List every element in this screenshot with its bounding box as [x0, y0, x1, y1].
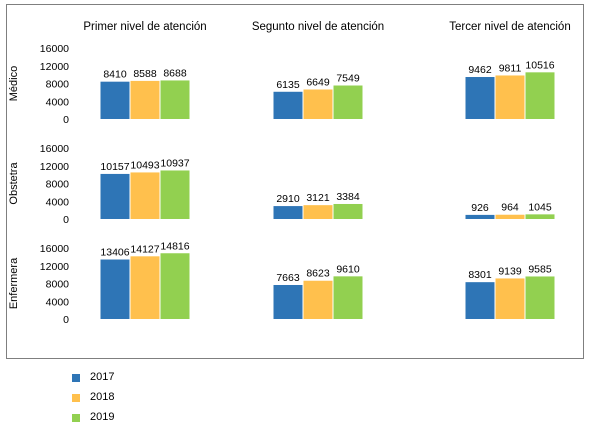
ytick-enfermera-0: 0	[63, 314, 69, 326]
bar-medico-col3-2018	[495, 75, 525, 119]
bar-enfermera-col2-2019	[333, 276, 363, 319]
column-title-3: Tercer nivel de atención	[449, 21, 570, 33]
ytick-medico-12000: 12000	[40, 61, 69, 73]
data-label-medico-col2-2019: 7549	[336, 73, 360, 85]
legend-label-2017: 2017	[90, 371, 115, 383]
ytick-medico-8000: 8000	[46, 79, 70, 91]
legend-swatch-2018	[72, 394, 80, 402]
bar-enfermera-col3-2017	[465, 282, 495, 319]
ytick-enfermera-4000: 4000	[46, 296, 70, 308]
data-label-medico-col1-2017: 8410	[103, 69, 127, 81]
data-label-enfermera-col1-2019: 14816	[160, 240, 189, 252]
bar-enfermera-col2-2017	[273, 284, 303, 319]
bar-obstetra-col1-2019	[160, 170, 190, 219]
data-label-medico-col3-2019: 10516	[525, 59, 554, 71]
data-label-obstetra-col3-2017: 926	[471, 202, 489, 214]
row-label-obstetra: Obstetra	[8, 162, 20, 205]
data-label-obstetra-col2-2019: 3384	[336, 191, 360, 203]
bar-obstetra-col3-2019	[525, 214, 555, 219]
bar-enfermera-col3-2019	[525, 276, 555, 319]
data-label-obstetra-col1-2017: 10157	[100, 161, 129, 173]
bar-obstetra-col2-2017	[273, 206, 303, 219]
bar-medico-col3-2019	[525, 72, 555, 119]
data-label-enfermera-col1-2017: 13406	[100, 247, 129, 259]
row-label-enfermera: Enfermera	[8, 257, 20, 309]
data-label-enfermera-col3-2019: 9585	[528, 263, 552, 275]
bar-enfermera-col1-2017	[100, 259, 130, 319]
bar-medico-col3-2017	[465, 77, 495, 119]
data-label-obstetra-col2-2018: 3121	[306, 192, 330, 204]
bar-enfermera-col1-2018	[130, 256, 160, 319]
legend-label-2018: 2018	[90, 391, 115, 403]
bar-enfermera-col2-2018	[303, 280, 333, 319]
ytick-enfermera-12000: 12000	[40, 261, 69, 273]
ytick-obstetra-0: 0	[63, 214, 69, 226]
bar-obstetra-col1-2018	[130, 172, 160, 219]
legend-swatch-2017	[72, 374, 80, 382]
data-label-obstetra-col1-2019: 10937	[160, 157, 189, 169]
bar-obstetra-col3-2018	[495, 214, 525, 219]
chart-svg: Primer nivel de atención Segunto nivel de…	[8, 21, 571, 326]
ytick-medico-16000: 16000	[40, 43, 69, 55]
ytick-obstetra-4000: 4000	[46, 196, 70, 208]
data-label-enfermera-col3-2018: 9139	[498, 265, 522, 277]
data-label-enfermera-col2-2018: 8623	[306, 268, 330, 280]
data-label-medico-col3-2017: 9462	[468, 64, 492, 76]
column-title-2: Segunto nivel de atención	[252, 21, 384, 33]
ytick-medico-4000: 4000	[46, 96, 70, 108]
bar-medico-col2-2018	[303, 89, 333, 119]
bar-medico-col1-2019	[160, 80, 190, 119]
data-label-obstetra-col2-2017: 2910	[276, 193, 300, 205]
data-label-obstetra-col3-2019: 1045	[528, 201, 552, 213]
bar-obstetra-col2-2019	[333, 203, 363, 219]
data-label-enfermera-col2-2017: 7663	[276, 272, 300, 284]
ytick-medico-0: 0	[63, 114, 69, 126]
row-label-medico: Médico	[8, 66, 20, 101]
ytick-obstetra-16000: 16000	[40, 143, 69, 155]
legend-swatch-2019	[72, 414, 80, 422]
bar-enfermera-col1-2019	[160, 253, 190, 319]
bar-medico-col1-2017	[100, 81, 130, 119]
bar-medico-col2-2019	[333, 85, 363, 119]
ytick-enfermera-16000: 16000	[40, 243, 69, 255]
bar-obstetra-col3-2017	[465, 214, 495, 219]
ytick-enfermera-8000: 8000	[46, 279, 70, 291]
bar-obstetra-col1-2017	[100, 173, 130, 219]
data-label-enfermera-col3-2017: 8301	[468, 269, 492, 281]
data-label-obstetra-col1-2018: 10493	[130, 159, 159, 171]
data-label-obstetra-col3-2018: 964	[501, 202, 519, 214]
data-label-enfermera-col2-2019: 9610	[336, 263, 360, 275]
data-label-medico-col1-2019: 8688	[163, 67, 187, 79]
data-label-enfermera-col1-2018: 14127	[130, 243, 159, 255]
bar-enfermera-col3-2018	[495, 278, 525, 319]
bar-obstetra-col2-2018	[303, 205, 333, 219]
column-title-1: Primer nivel de atención	[83, 21, 206, 33]
bar-medico-col2-2017	[273, 91, 303, 119]
data-label-medico-col2-2018: 6649	[306, 76, 330, 88]
ytick-obstetra-12000: 12000	[40, 161, 69, 173]
bar-medico-col1-2018	[130, 80, 160, 119]
legend-label-2019: 2019	[90, 411, 115, 423]
ytick-obstetra-8000: 8000	[46, 179, 70, 191]
data-label-medico-col2-2017: 6135	[276, 79, 300, 91]
data-label-medico-col3-2018: 9811	[499, 62, 522, 74]
data-label-medico-col1-2018: 8588	[133, 68, 157, 80]
